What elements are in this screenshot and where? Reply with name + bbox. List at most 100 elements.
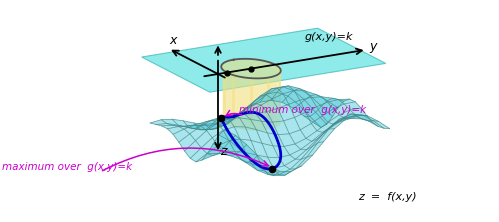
Polygon shape — [250, 105, 267, 113]
Polygon shape — [311, 97, 327, 107]
Polygon shape — [340, 114, 357, 119]
Polygon shape — [213, 135, 230, 148]
Polygon shape — [223, 127, 240, 141]
Polygon shape — [156, 124, 173, 126]
Polygon shape — [162, 125, 178, 129]
Polygon shape — [338, 99, 355, 104]
Polygon shape — [263, 165, 279, 176]
Polygon shape — [218, 119, 234, 130]
Polygon shape — [227, 110, 244, 120]
Polygon shape — [299, 89, 316, 96]
Polygon shape — [351, 114, 368, 116]
Polygon shape — [212, 130, 229, 146]
Polygon shape — [261, 121, 278, 135]
Polygon shape — [306, 134, 323, 150]
Polygon shape — [312, 129, 328, 141]
Polygon shape — [288, 86, 305, 91]
Polygon shape — [350, 117, 367, 120]
Polygon shape — [316, 95, 333, 101]
Polygon shape — [142, 28, 386, 92]
Polygon shape — [189, 122, 206, 126]
Polygon shape — [267, 108, 283, 122]
Polygon shape — [266, 87, 282, 94]
Polygon shape — [289, 100, 305, 117]
Polygon shape — [350, 108, 367, 116]
Polygon shape — [323, 122, 339, 132]
Polygon shape — [240, 139, 256, 155]
Polygon shape — [284, 159, 301, 169]
Polygon shape — [310, 95, 327, 106]
Polygon shape — [361, 119, 378, 127]
Polygon shape — [294, 91, 311, 100]
Polygon shape — [245, 103, 261, 112]
Polygon shape — [255, 89, 271, 101]
Polygon shape — [184, 125, 201, 134]
Polygon shape — [234, 111, 250, 119]
Polygon shape — [173, 129, 190, 142]
Polygon shape — [229, 118, 246, 127]
Polygon shape — [322, 97, 338, 102]
Polygon shape — [307, 142, 323, 157]
Polygon shape — [224, 151, 241, 159]
Polygon shape — [250, 119, 267, 133]
Polygon shape — [294, 112, 311, 130]
Polygon shape — [173, 125, 189, 127]
Text: minimum over  g(x,y)=k: minimum over g(x,y)=k — [240, 105, 366, 115]
Polygon shape — [190, 126, 207, 141]
Polygon shape — [283, 91, 300, 104]
Polygon shape — [150, 120, 167, 125]
Polygon shape — [185, 141, 201, 158]
Polygon shape — [240, 118, 256, 130]
Text: z  =  f(x,y): z = f(x,y) — [358, 192, 417, 202]
Polygon shape — [262, 143, 279, 158]
Polygon shape — [305, 107, 322, 123]
Polygon shape — [373, 121, 390, 129]
Polygon shape — [208, 144, 224, 153]
Polygon shape — [245, 113, 261, 121]
Polygon shape — [234, 114, 250, 119]
Polygon shape — [279, 155, 295, 166]
Polygon shape — [255, 95, 272, 105]
Polygon shape — [229, 139, 246, 153]
Text: y: y — [369, 40, 377, 53]
Polygon shape — [189, 128, 206, 130]
Polygon shape — [290, 149, 306, 159]
Polygon shape — [216, 119, 233, 126]
Polygon shape — [271, 86, 288, 89]
Polygon shape — [362, 115, 379, 121]
Polygon shape — [278, 134, 295, 147]
Polygon shape — [190, 148, 207, 162]
Polygon shape — [327, 98, 344, 108]
Polygon shape — [268, 174, 285, 176]
Text: g(x,y)=k: g(x,y)=k — [304, 32, 353, 42]
Polygon shape — [334, 114, 351, 123]
Polygon shape — [328, 115, 345, 124]
Polygon shape — [219, 148, 235, 156]
Polygon shape — [272, 94, 289, 108]
Polygon shape — [345, 115, 361, 119]
Polygon shape — [217, 115, 234, 119]
Polygon shape — [256, 112, 272, 122]
Polygon shape — [323, 119, 340, 134]
Polygon shape — [316, 102, 333, 116]
Polygon shape — [267, 157, 284, 168]
Polygon shape — [183, 121, 200, 130]
Polygon shape — [317, 122, 334, 132]
Polygon shape — [184, 126, 201, 129]
Polygon shape — [238, 101, 255, 114]
Polygon shape — [241, 145, 257, 161]
Polygon shape — [288, 91, 305, 105]
Polygon shape — [256, 130, 273, 146]
Polygon shape — [282, 96, 299, 108]
Polygon shape — [311, 116, 328, 131]
Polygon shape — [310, 112, 327, 127]
Polygon shape — [277, 87, 293, 96]
Polygon shape — [179, 134, 196, 151]
Polygon shape — [273, 146, 290, 158]
Polygon shape — [293, 105, 310, 116]
Polygon shape — [235, 150, 252, 163]
Polygon shape — [312, 129, 329, 147]
Polygon shape — [277, 86, 294, 94]
Polygon shape — [195, 125, 212, 130]
Polygon shape — [300, 123, 317, 138]
